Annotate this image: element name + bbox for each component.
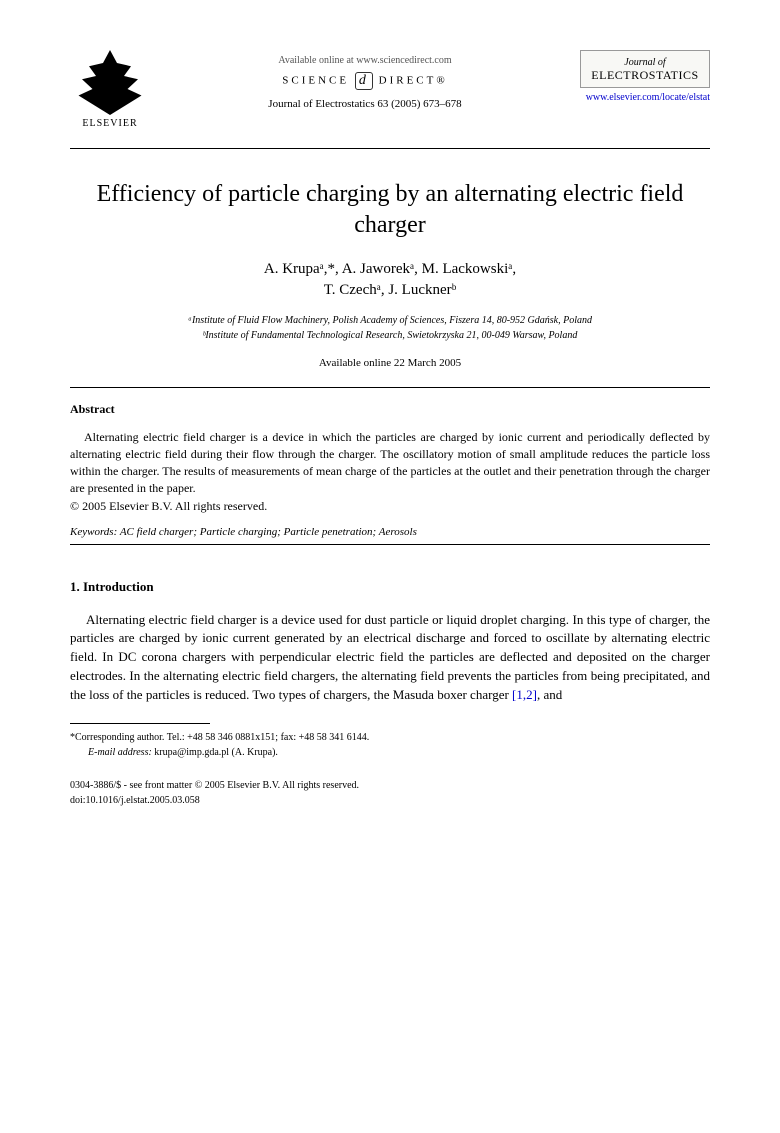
elsevier-logo: ELSEVIER [70, 50, 150, 140]
email-address: krupa@imp.gda.pl (A. Krupa). [152, 747, 278, 758]
abstract-heading: Abstract [70, 402, 710, 417]
rule-above-abstract [70, 387, 710, 388]
elsevier-tree-icon [75, 50, 145, 115]
footnote-block: *Corresponding author. Tel.: +48 58 346 … [70, 730, 710, 760]
online-date: Available online 22 March 2005 [70, 357, 710, 369]
journal-reference: Journal of Electrostatics 63 (2005) 673–… [170, 98, 560, 110]
journal-box-title: ELECTROSTATICS [585, 68, 705, 83]
center-header: Available online at www.sciencedirect.co… [150, 50, 580, 110]
keywords-label: Keywords: [70, 526, 117, 538]
rule-below-keywords [70, 544, 710, 545]
publisher-name: ELSEVIER [82, 118, 137, 129]
issn-line: 0304-3886/$ - see front matter © 2005 El… [70, 778, 710, 793]
footnote-rule [70, 723, 210, 724]
journal-box-top: Journal of [585, 57, 705, 68]
intro-text-after-cite: , and [537, 687, 562, 702]
keywords-text: AC field charger; Particle charging; Par… [117, 526, 417, 538]
sd-left: SCIENCE [282, 75, 349, 87]
authors-line-1: A. Krupaᵃ,*, A. Jaworekᵃ, M. Lackowskiᵃ, [70, 259, 710, 280]
authors-line-2: T. Czechᵃ, J. Lucknerᵇ [70, 280, 710, 301]
section-1-body: Alternating electric field charger is a … [70, 611, 710, 705]
journal-box-wrap: Journal of ELECTROSTATICS www.elsevier.c… [580, 50, 710, 103]
abstract-text: Alternating electric field charger is a … [70, 429, 710, 496]
article-title: Efficiency of particle charging by an al… [70, 179, 710, 241]
science-direct-brand: SCIENCE d DIRECT® [170, 72, 560, 90]
authors: A. Krupaᵃ,*, A. Jaworekᵃ, M. Lackowskiᵃ,… [70, 259, 710, 301]
abstract-copyright: © 2005 Elsevier B.V. All rights reserved… [70, 499, 710, 514]
email-line: E-mail address: krupa@imp.gda.pl (A. Kru… [70, 745, 710, 760]
affiliation-a: ᵃInstitute of Fluid Flow Machinery, Poli… [70, 313, 710, 328]
keywords-line: Keywords: AC field charger; Particle cha… [70, 526, 710, 538]
affiliations: ᵃInstitute of Fluid Flow Machinery, Poli… [70, 313, 710, 343]
intro-text-before-cite: Alternating electric field charger is a … [70, 612, 710, 702]
doi-line: doi:10.1016/j.elstat.2005.03.058 [70, 793, 710, 808]
citation-link-1-2[interactable]: [1,2] [512, 687, 537, 702]
bottom-info: 0304-3886/$ - see front matter © 2005 El… [70, 778, 710, 808]
header-rule [70, 148, 710, 149]
available-online-text: Available online at www.sciencedirect.co… [170, 55, 560, 66]
header-row: ELSEVIER Available online at www.science… [70, 50, 710, 140]
section-1-heading: 1. Introduction [70, 579, 710, 595]
journal-url-link[interactable]: www.elsevier.com/locate/elstat [580, 92, 710, 103]
corresponding-author: *Corresponding author. Tel.: +48 58 346 … [70, 730, 710, 745]
journal-box: Journal of ELECTROSTATICS [580, 50, 710, 88]
email-label: E-mail address: [88, 747, 152, 758]
affiliation-b: ᵇInstitute of Fundamental Technological … [70, 328, 710, 343]
sd-right: DIRECT® [379, 75, 448, 87]
sd-logo-icon: d [355, 72, 373, 90]
